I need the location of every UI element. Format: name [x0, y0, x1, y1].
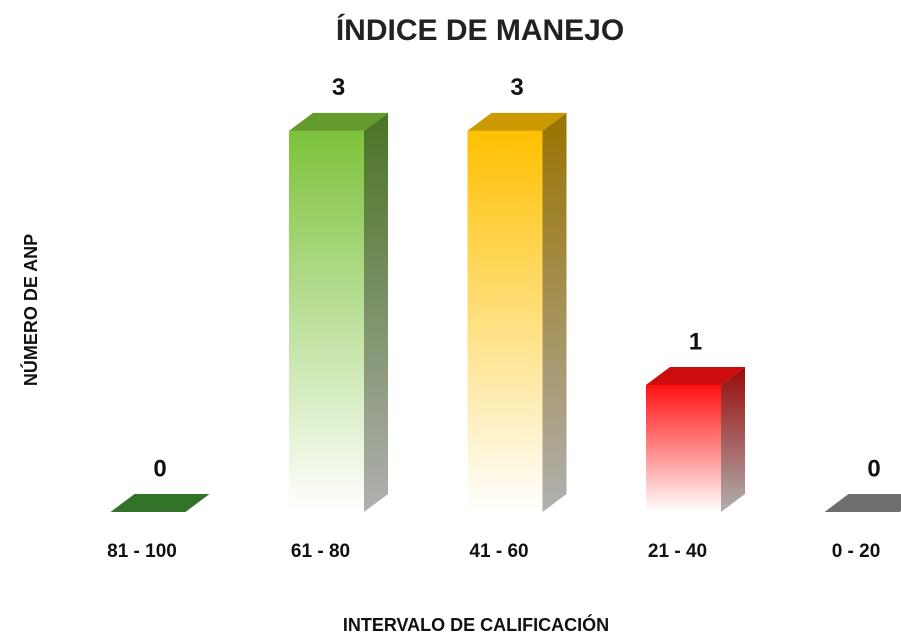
chart-title: ÍNDICE DE MANEJO	[336, 13, 624, 47]
bar-side	[721, 366, 745, 512]
bar	[289, 130, 364, 512]
bar	[467, 130, 543, 512]
value-label: 3	[332, 74, 345, 101]
x-tick-label: 61 - 80	[291, 541, 350, 562]
value-label: 0	[867, 455, 880, 482]
x-tick-label: 0 - 20	[832, 541, 881, 562]
bar-top	[824, 494, 901, 512]
bar-side	[542, 112, 567, 512]
bar-top	[467, 112, 567, 131]
bar-top	[110, 494, 210, 512]
bar-side	[364, 112, 388, 512]
value-label: 3	[510, 74, 523, 101]
x-axis-label: INTERVALO DE CALIFICACIÓN	[343, 614, 609, 635]
x-tick-label: 81 - 100	[107, 541, 177, 562]
value-label: 0	[153, 455, 166, 482]
bar	[646, 384, 721, 512]
x-tick-label: 41 - 60	[469, 541, 528, 562]
bar-top	[646, 366, 745, 385]
bar-top	[289, 112, 388, 131]
value-label: 1	[689, 328, 702, 355]
y-axis-label: NÚMERO DE ANP	[20, 234, 41, 386]
x-tick-label: 21 - 40	[648, 541, 707, 562]
